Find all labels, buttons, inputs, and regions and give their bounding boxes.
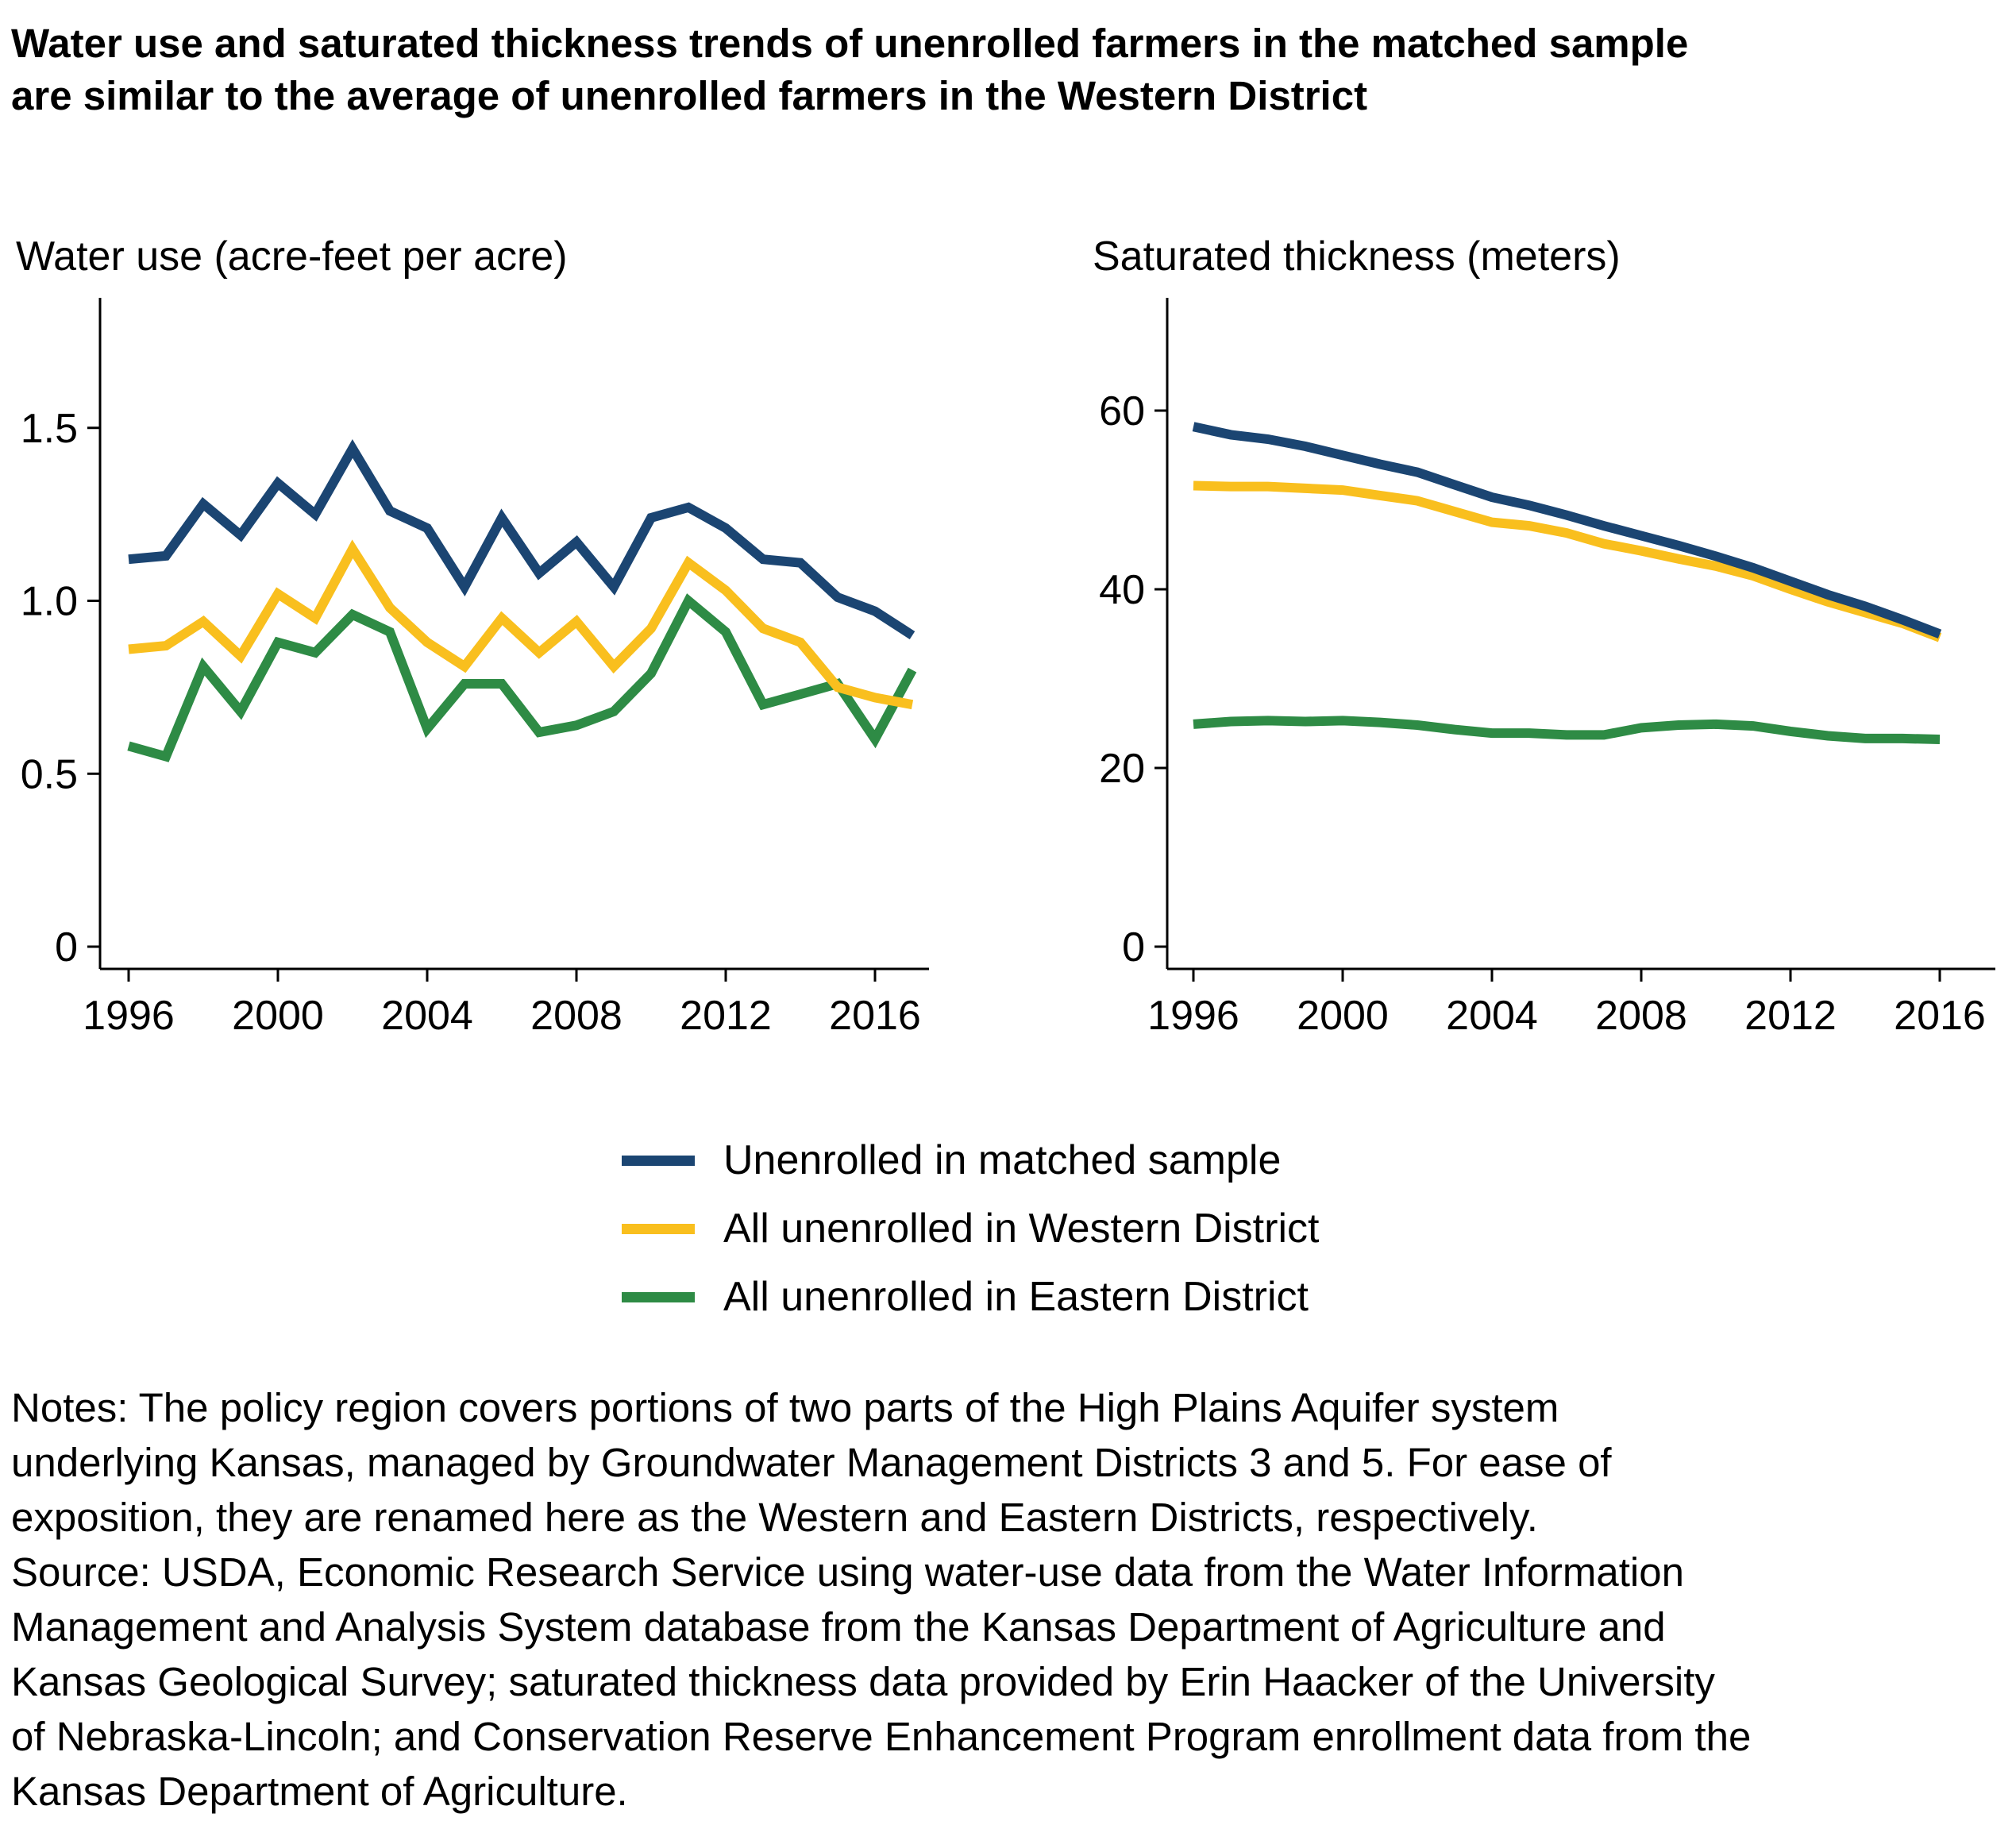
sat-thickness-xtick-label: 2012 — [1744, 993, 1837, 1039]
legend-label-western: All unenrolled in Western District — [723, 1206, 1320, 1252]
sat-thickness-ylabel: Saturated thickness (meters) — [1093, 233, 1621, 280]
chart-title: Water use and saturated thickness trends… — [11, 17, 1996, 122]
sat-thickness-xtick-label: 2008 — [1595, 993, 1687, 1039]
notes-line-7: of Nebraska-Lincoln; and Conservation Re… — [11, 1714, 1752, 1759]
water-use-series-eastern — [127, 593, 917, 762]
sat-thickness-xtick-label: 2000 — [1297, 993, 1389, 1039]
legend-swatch-western — [622, 1223, 695, 1234]
sat-thickness-ytick-label: 20 — [1099, 746, 1145, 792]
water-use-xtick-label: 2012 — [680, 993, 772, 1039]
sat-thickness-xtick-label: 2004 — [1446, 993, 1538, 1039]
water-use-xtick-label: 2016 — [829, 993, 921, 1039]
water-use-ytick-label: 0 — [55, 924, 78, 970]
notes-line-4: Source: USDA, Economic Research Service … — [11, 1549, 1684, 1595]
notes-line-2: underlying Kansas, managed by Groundwate… — [11, 1440, 1612, 1485]
legend-label-matched: Unenrolled in matched sample — [723, 1137, 1282, 1183]
water-use-ytick-label: 1.5 — [21, 406, 78, 452]
water-use-series-western — [128, 539, 914, 710]
water-use-ytick-label: 0.5 — [21, 751, 78, 797]
legend-item-matched: Unenrolled in matched sample — [615, 1126, 1319, 1194]
sat-thickness-series-eastern — [1193, 716, 1941, 744]
water-use-xtick-label: 2008 — [530, 993, 623, 1039]
sat-thickness-series-matched — [1192, 422, 1942, 639]
sat-thickness-xtick-label: 2016 — [1894, 993, 1986, 1039]
legend-swatch-matched — [622, 1155, 695, 1166]
title-line-2: are similar to the average of unenrolled… — [11, 73, 1368, 118]
water-use-xtick-label: 1996 — [83, 993, 175, 1039]
notes-line-1: Notes: The policy region covers portions… — [11, 1385, 1559, 1430]
sat-thickness-ytick-label: 40 — [1099, 567, 1145, 613]
water-use-ytick-label: 1.0 — [21, 579, 78, 625]
notes-line-6: Kansas Geological Survey; saturated thic… — [11, 1659, 1715, 1704]
notes-line-8: Kansas Department of Agriculture. — [11, 1769, 628, 1814]
legend-swatch-eastern — [622, 1291, 695, 1302]
sat-thickness-series-western — [1193, 480, 1942, 642]
legend-label-eastern: All unenrolled in Eastern District — [723, 1274, 1309, 1320]
charts-canvas: Water use (acre-feet per acre) 0 0.5 1.0 1.5… — [16, 233, 1995, 1039]
notes-line-5: Management and Analysis System database … — [11, 1604, 1666, 1650]
water-use-xtick-label: 2000 — [232, 993, 324, 1039]
legend-item-western: All unenrolled in Western District — [615, 1194, 1319, 1263]
sat-thickness-ytick-label: 0 — [1122, 924, 1145, 970]
water-use-xtick-label: 2004 — [381, 993, 473, 1039]
sat-thickness-xtick-label: 1996 — [1147, 993, 1239, 1039]
notes-source: Notes: The policy region covers portions… — [11, 1380, 2012, 1819]
legend-item-eastern: All unenrolled in Eastern District — [615, 1263, 1319, 1331]
sat-thickness-ytick-label: 60 — [1099, 388, 1145, 434]
water-use-series-matched — [128, 439, 915, 640]
title-line-1: Water use and saturated thickness trends… — [11, 21, 1689, 66]
notes-line-3: exposition, they are renamed here as the… — [11, 1495, 1538, 1540]
water-use-ylabel: Water use (acre-feet per acre) — [16, 233, 568, 280]
legend: Unenrolled in matched sample All unenrol… — [615, 1126, 1319, 1331]
